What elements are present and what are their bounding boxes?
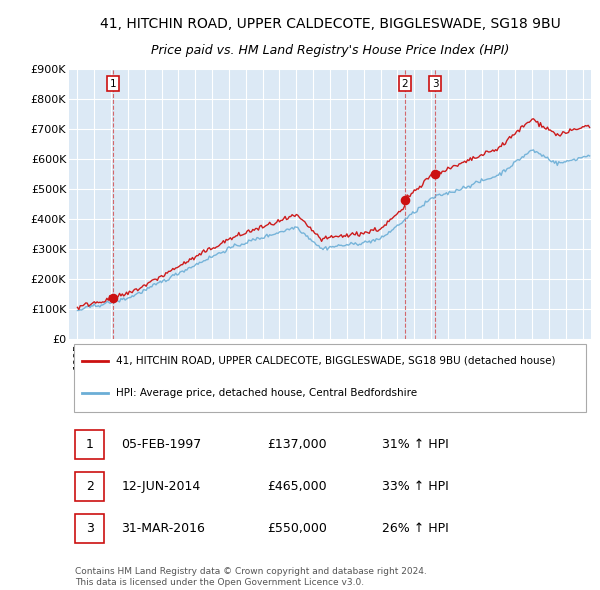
FancyBboxPatch shape [75,431,104,459]
Text: 41, HITCHIN ROAD, UPPER CALDECOTE, BIGGLESWADE, SG18 9BU: 41, HITCHIN ROAD, UPPER CALDECOTE, BIGGL… [100,18,560,31]
Text: 26% ↑ HPI: 26% ↑ HPI [382,522,449,535]
Text: 2: 2 [401,78,408,88]
Text: 1: 1 [109,78,116,88]
Text: HPI: Average price, detached house, Central Bedfordshire: HPI: Average price, detached house, Cent… [116,388,417,398]
Text: £465,000: £465,000 [268,480,327,493]
Text: 3: 3 [86,522,94,535]
Text: 2: 2 [86,480,94,493]
Text: £550,000: £550,000 [268,522,327,535]
Text: 3: 3 [432,78,439,88]
Text: Price paid vs. HM Land Registry's House Price Index (HPI): Price paid vs. HM Land Registry's House … [151,44,509,57]
Text: 12-JUN-2014: 12-JUN-2014 [121,480,200,493]
Text: 31-MAR-2016: 31-MAR-2016 [121,522,205,535]
Point [108,293,118,303]
FancyBboxPatch shape [75,514,104,543]
Text: 31% ↑ HPI: 31% ↑ HPI [382,438,449,451]
FancyBboxPatch shape [75,473,104,501]
Text: 33% ↑ HPI: 33% ↑ HPI [382,480,449,493]
FancyBboxPatch shape [74,344,586,412]
Point [430,169,440,179]
Text: £137,000: £137,000 [268,438,327,451]
Point [400,195,410,204]
Text: 1: 1 [86,438,94,451]
Text: 41, HITCHIN ROAD, UPPER CALDECOTE, BIGGLESWADE, SG18 9BU (detached house): 41, HITCHIN ROAD, UPPER CALDECOTE, BIGGL… [116,356,556,366]
Text: Contains HM Land Registry data © Crown copyright and database right 2024.
This d: Contains HM Land Registry data © Crown c… [75,568,427,586]
Text: 05-FEB-1997: 05-FEB-1997 [121,438,202,451]
